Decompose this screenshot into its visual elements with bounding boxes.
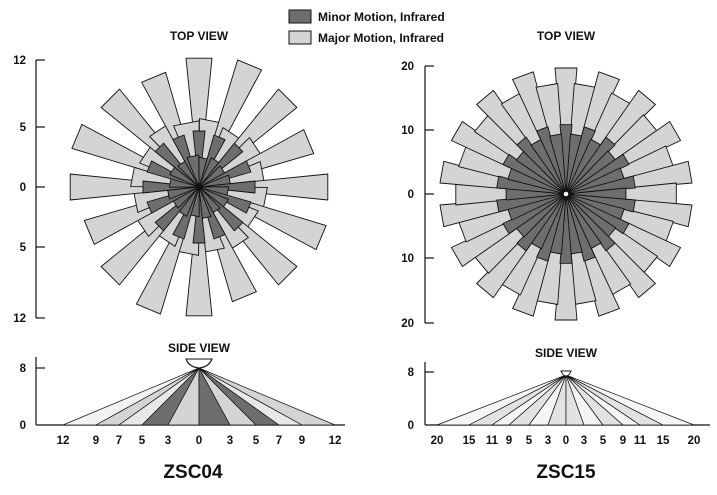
zsc04-side-tick-label: 8 xyxy=(20,363,27,375)
side-x-tick-label: 7 xyxy=(276,435,282,447)
zsc15-top-ticks xyxy=(425,65,434,324)
side-beam xyxy=(198,367,336,426)
legend-major-label: Major Motion, Infrared xyxy=(318,31,444,45)
legend-major-swatch xyxy=(288,30,312,45)
zsc15-top-tick-label: 20 xyxy=(401,318,414,330)
zsc04-top-ticks xyxy=(36,59,45,319)
zsc04-side-tick-label: 0 xyxy=(20,420,26,432)
zsc15-side-tick-label: 0 xyxy=(408,420,414,432)
side-x-tick-label: 20 xyxy=(431,435,444,447)
side-x-tick-label: 3 xyxy=(581,435,587,447)
side-x-tick-label: 12 xyxy=(329,435,342,447)
side-x-tick-label: 7 xyxy=(116,435,122,447)
zsc04-top-view-title: TOP VIEW xyxy=(170,29,229,43)
sensor-center xyxy=(195,183,203,191)
side-x-tick-label: 5 xyxy=(139,435,146,447)
zsc15-top-tick-label: 0 xyxy=(408,189,414,201)
zsc15-side-view-title: SIDE VIEW xyxy=(535,346,598,360)
zsc04-top-view: TOP VIEW 12 5 0 5 12 xyxy=(13,29,329,325)
side-x-tick-label: 9 xyxy=(299,435,305,447)
side-x-tick-label: 11 xyxy=(634,435,647,447)
zsc15-top-tick-label: 10 xyxy=(401,253,414,265)
zsc15-top-tick-label: 10 xyxy=(401,125,414,137)
zsc04-top-tick-label: 12 xyxy=(13,55,26,67)
sensor-center xyxy=(562,190,570,198)
side-x-tick-label: 9 xyxy=(620,435,626,447)
side-x-tick-label: 5 xyxy=(253,435,260,447)
zsc15-top-pattern xyxy=(439,67,693,321)
side-x-tick-label: 5 xyxy=(600,435,607,447)
side-beam xyxy=(565,374,695,426)
zsc15-top-view-title: TOP VIEW xyxy=(537,29,596,43)
side-x-tick-label: 9 xyxy=(506,435,512,447)
zsc15-model-label: ZSC15 xyxy=(536,462,596,483)
zsc15-side-pattern: 20 15 11 9 5 3 0 3 5 9 11 15 20 xyxy=(431,374,701,447)
side-x-tick-label: 3 xyxy=(227,435,233,447)
zsc04-top-pattern xyxy=(69,57,329,317)
zsc04-side-view: SIDE VIEW 8 0 12 9 7 5 3 0 3 5 7 9 12 xyxy=(20,341,345,447)
side-x-tick-label: 11 xyxy=(486,435,499,447)
legend-minor-swatch xyxy=(288,9,312,24)
zsc15-side-view: SIDE VIEW 8 0 20 15 11 9 5 3 0 3 5 9 11 15 20 xyxy=(408,346,710,447)
zsc04-top-tick-label: 5 xyxy=(20,242,27,254)
minor-motion-lobe xyxy=(186,154,200,188)
zsc04-side-view-title: SIDE VIEW xyxy=(168,341,231,355)
minor-motion-lobe xyxy=(549,133,567,195)
side-x-tick-label: 5 xyxy=(526,435,533,447)
zsc04-top-tick-label: 5 xyxy=(20,122,27,134)
side-x-tick-label: 9 xyxy=(93,435,99,447)
zsc04-top-tick-label: 12 xyxy=(13,313,26,325)
zsc15-side-tick-label: 8 xyxy=(408,367,415,379)
zsc04-sensor-dome xyxy=(185,358,213,369)
side-x-tick-label: 3 xyxy=(545,435,551,447)
zsc15-top-tick-label: 20 xyxy=(401,61,414,73)
side-x-tick-label: 15 xyxy=(463,435,476,447)
side-x-tick-label: 3 xyxy=(165,435,171,447)
side-x-tick-label: 12 xyxy=(57,435,70,447)
zsc15-sensor-dome xyxy=(560,370,572,377)
side-x-tick-label: 15 xyxy=(657,435,670,447)
legend-minor-label: Minor Motion, Infrared xyxy=(318,10,445,24)
side-x-tick-label: 20 xyxy=(688,435,701,447)
zsc04-model-label: ZSC04 xyxy=(163,462,223,483)
zsc04-top-tick-label: 0 xyxy=(20,182,26,194)
side-x-tick-label: 0 xyxy=(196,435,202,447)
zsc15-top-view: TOP VIEW 20 10 0 10 20 xyxy=(401,29,693,330)
legend: Minor Motion, Infrared Major Motion, Inf… xyxy=(288,9,445,45)
zsc04-side-pattern: 12 9 7 5 3 0 3 5 7 9 12 xyxy=(57,367,342,447)
side-x-tick-label: 0 xyxy=(563,435,569,447)
